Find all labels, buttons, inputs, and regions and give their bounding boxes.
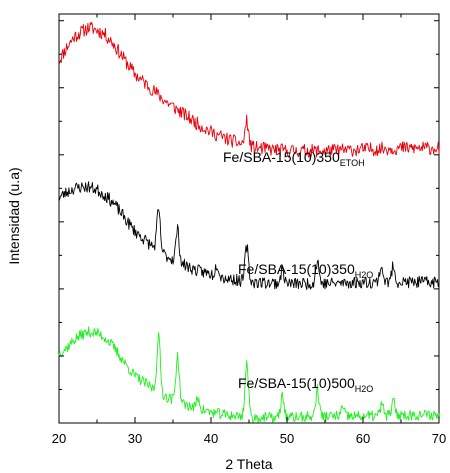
x-tick-label: 20 <box>52 431 66 446</box>
series-lines <box>58 21 440 424</box>
series-line-1 <box>58 21 440 158</box>
series-labels: Fe/SBA-15(10)350ETOH Fe/SBA-15(10)350H2O F… <box>223 149 373 394</box>
y-axis-ticks <box>59 20 439 424</box>
x-tick-label: 50 <box>280 431 294 446</box>
plot-border <box>58 13 440 424</box>
series-line-2 <box>58 181 440 291</box>
x-tick-label: 30 <box>128 431 142 446</box>
series-line-3 <box>58 326 440 424</box>
x-axis-title: 2 Theta <box>225 456 272 472</box>
x-tick-label: 40 <box>204 431 218 446</box>
series-label-2: Fe/SBA-15(10)350H2O <box>238 261 373 280</box>
plot-frame <box>58 13 440 424</box>
y-axis-title: Intensidad (u.a) <box>6 167 22 264</box>
x-tick-label: 60 <box>356 431 370 446</box>
series-label-1: Fe/SBA-15(10)350ETOH <box>223 149 365 168</box>
x-tick-label: 70 <box>432 431 446 446</box>
x-axis-ticks: 20 30 40 50 60 70 <box>52 14 446 446</box>
series-label-3: Fe/SBA-15(10)500H2O <box>238 375 373 394</box>
